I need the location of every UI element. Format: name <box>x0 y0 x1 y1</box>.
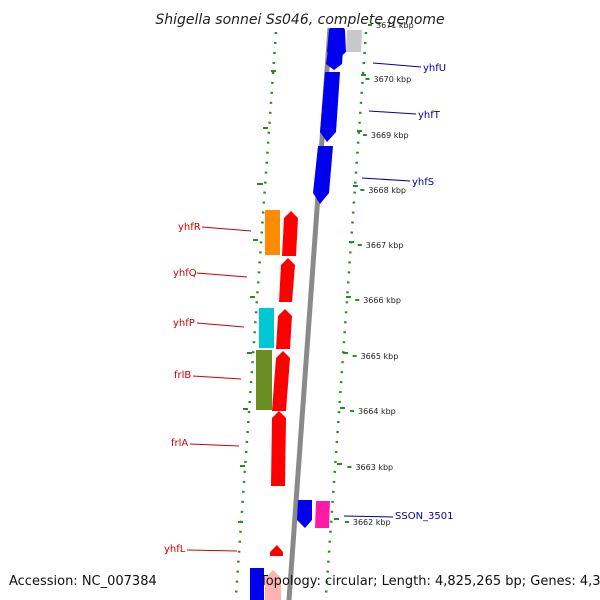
left-dotted-track <box>234 31 278 596</box>
scale-label: 3663 kbp <box>355 463 393 472</box>
gene-box-bottom-blue <box>250 568 264 600</box>
gene-label-yhfQ[interactable]: yhfQ <box>173 268 197 279</box>
leader-line-SSON_3501 <box>343 515 394 518</box>
leader-line-yhfL <box>186 549 238 552</box>
gene-label-yhfP[interactable]: yhfP <box>173 318 195 329</box>
gene-arrow-yhfR <box>282 211 298 256</box>
leader-line-yhfU <box>372 62 422 68</box>
leader-line-yhfT <box>368 110 417 115</box>
left-gene-labels: yhfR yhfQ yhfP frlB frlA yhfL <box>164 222 252 555</box>
leader-line-yhfQ <box>196 272 248 278</box>
gene-label-frlB[interactable]: frlB <box>174 370 191 381</box>
gene-arrow-frlB <box>272 351 290 411</box>
gene-box-olive <box>256 350 272 410</box>
genome-title: Shigella sonnei Ss046, complete genome <box>155 12 444 28</box>
leader-line-frlB <box>192 375 242 380</box>
scale-label: 3667 kbp <box>366 241 404 250</box>
gene-arrow-pink <box>315 501 330 528</box>
gene-box-orange <box>265 210 280 255</box>
accession-text: Accession: NC_007384 <box>9 574 157 589</box>
scale-label: 3666 kbp <box>363 296 401 305</box>
forward-strand-genes <box>250 210 298 600</box>
leader-line-yhfS <box>361 177 411 182</box>
gene-label-SSON_3501[interactable]: SSON_3501 <box>395 511 454 522</box>
gene-label-yhfR[interactable]: yhfR <box>178 222 201 233</box>
gene-arrow-yhfL <box>270 545 283 556</box>
reverse-strand-genes <box>297 28 362 528</box>
gene-arrow-top-gray <box>346 30 362 52</box>
gene-box-cyan <box>259 308 274 348</box>
track-tick-marks <box>238 70 366 523</box>
scale-label: 3671 kbp <box>376 21 414 30</box>
scale-label: 3669 kbp <box>371 131 409 140</box>
gene-arrow-yhfS <box>313 146 333 204</box>
scale-label: 3665 kbp <box>361 352 399 361</box>
gene-label-yhfT[interactable]: yhfT <box>418 110 441 121</box>
gene-arrow-yhfT <box>320 72 340 142</box>
leader-line-yhfR <box>201 226 252 232</box>
scale-label: 3668 kbp <box>368 186 406 195</box>
right-gene-labels: yhfU yhfT yhfS SSON_3501 <box>343 62 454 522</box>
right-dotted-track <box>324 31 368 596</box>
gene-arrow-yhfU <box>326 50 343 70</box>
gene-label-yhfS[interactable]: yhfS <box>412 177 434 188</box>
gene-arrow-yhfP <box>276 309 292 349</box>
scale-label: 3662 kbp <box>353 518 391 527</box>
leader-line-frlA <box>189 443 240 447</box>
gene-arrow-SSON_3501 <box>297 500 312 528</box>
gene-label-frlA[interactable]: frlA <box>171 438 188 449</box>
scale-labels: 3671 kbp 3670 kbp 3669 kbp 3668 kbp 3667 kbp… <box>344 21 414 527</box>
scale-label: 3664 kbp <box>358 407 396 416</box>
genome-summary-text: Topology: circular; Length: 4,825,265 bp… <box>260 574 600 589</box>
gene-arrow-yhfQ <box>279 258 295 302</box>
gene-label-yhfL[interactable]: yhfL <box>164 544 186 555</box>
gene-arrow-bottom-red <box>265 570 281 600</box>
scale-label: 3670 kbp <box>373 75 411 84</box>
leader-line-yhfP <box>196 322 245 328</box>
gene-arrow-frlA <box>271 411 286 486</box>
gene-label-yhfU[interactable]: yhfU <box>423 63 446 74</box>
